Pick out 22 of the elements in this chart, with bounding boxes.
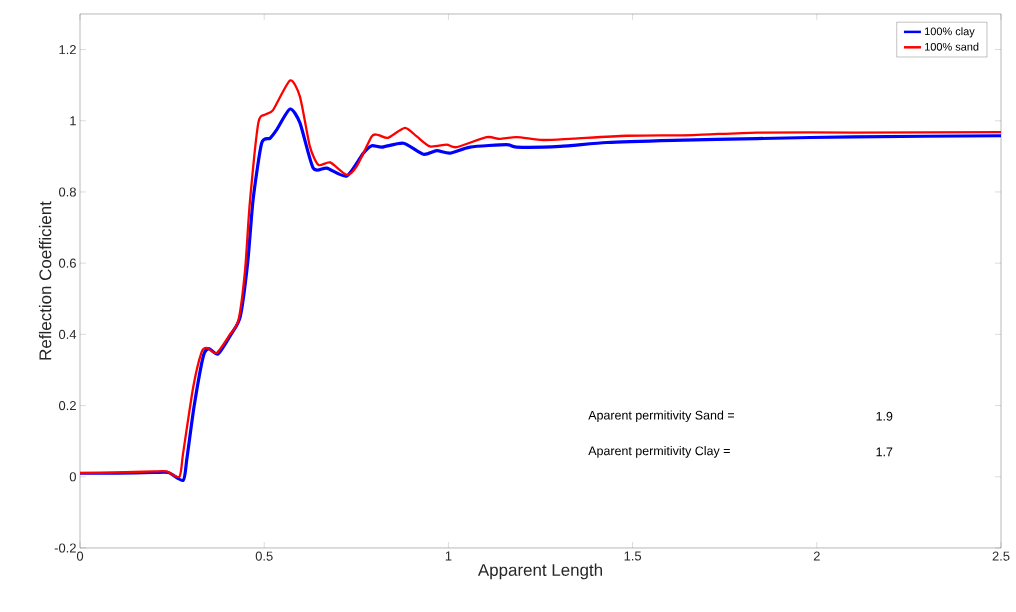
x-tick-label: 2.5 (992, 551, 1010, 561)
x-tick-label: 0 (76, 551, 84, 561)
y-axis-title: Reflection Coefficient (38, 201, 52, 360)
y-tick-label: 0.4 (58, 329, 77, 339)
x-tick-label: 2 (813, 551, 820, 561)
x-tick-label: 1.5 (624, 551, 642, 561)
y-tick-label: 1.2 (59, 45, 76, 55)
annotation: 1.9 (876, 411, 893, 421)
y-tick-label: 1 (70, 116, 76, 126)
x-tick-label: 1 (445, 551, 452, 561)
legend-label: 100% sand (925, 42, 979, 51)
annotation: Aparent permitivity Clay = (588, 446, 730, 458)
y-tick-label: -0.2 (54, 543, 76, 553)
y-tick-label: 0 (69, 472, 76, 482)
y-tick-label: 0.6 (58, 258, 76, 268)
y-tick-label: 0.2 (58, 401, 76, 411)
x-axis-title: Apparent Length (477, 563, 602, 580)
annotation: 1.7 (876, 447, 893, 457)
x-tick-label: 0.5 (255, 551, 273, 561)
y-tick-label: 0.8 (58, 187, 76, 197)
annotation: Aparent permitivity Sand = (588, 410, 734, 423)
legend-label: 100% clay (925, 27, 975, 38)
